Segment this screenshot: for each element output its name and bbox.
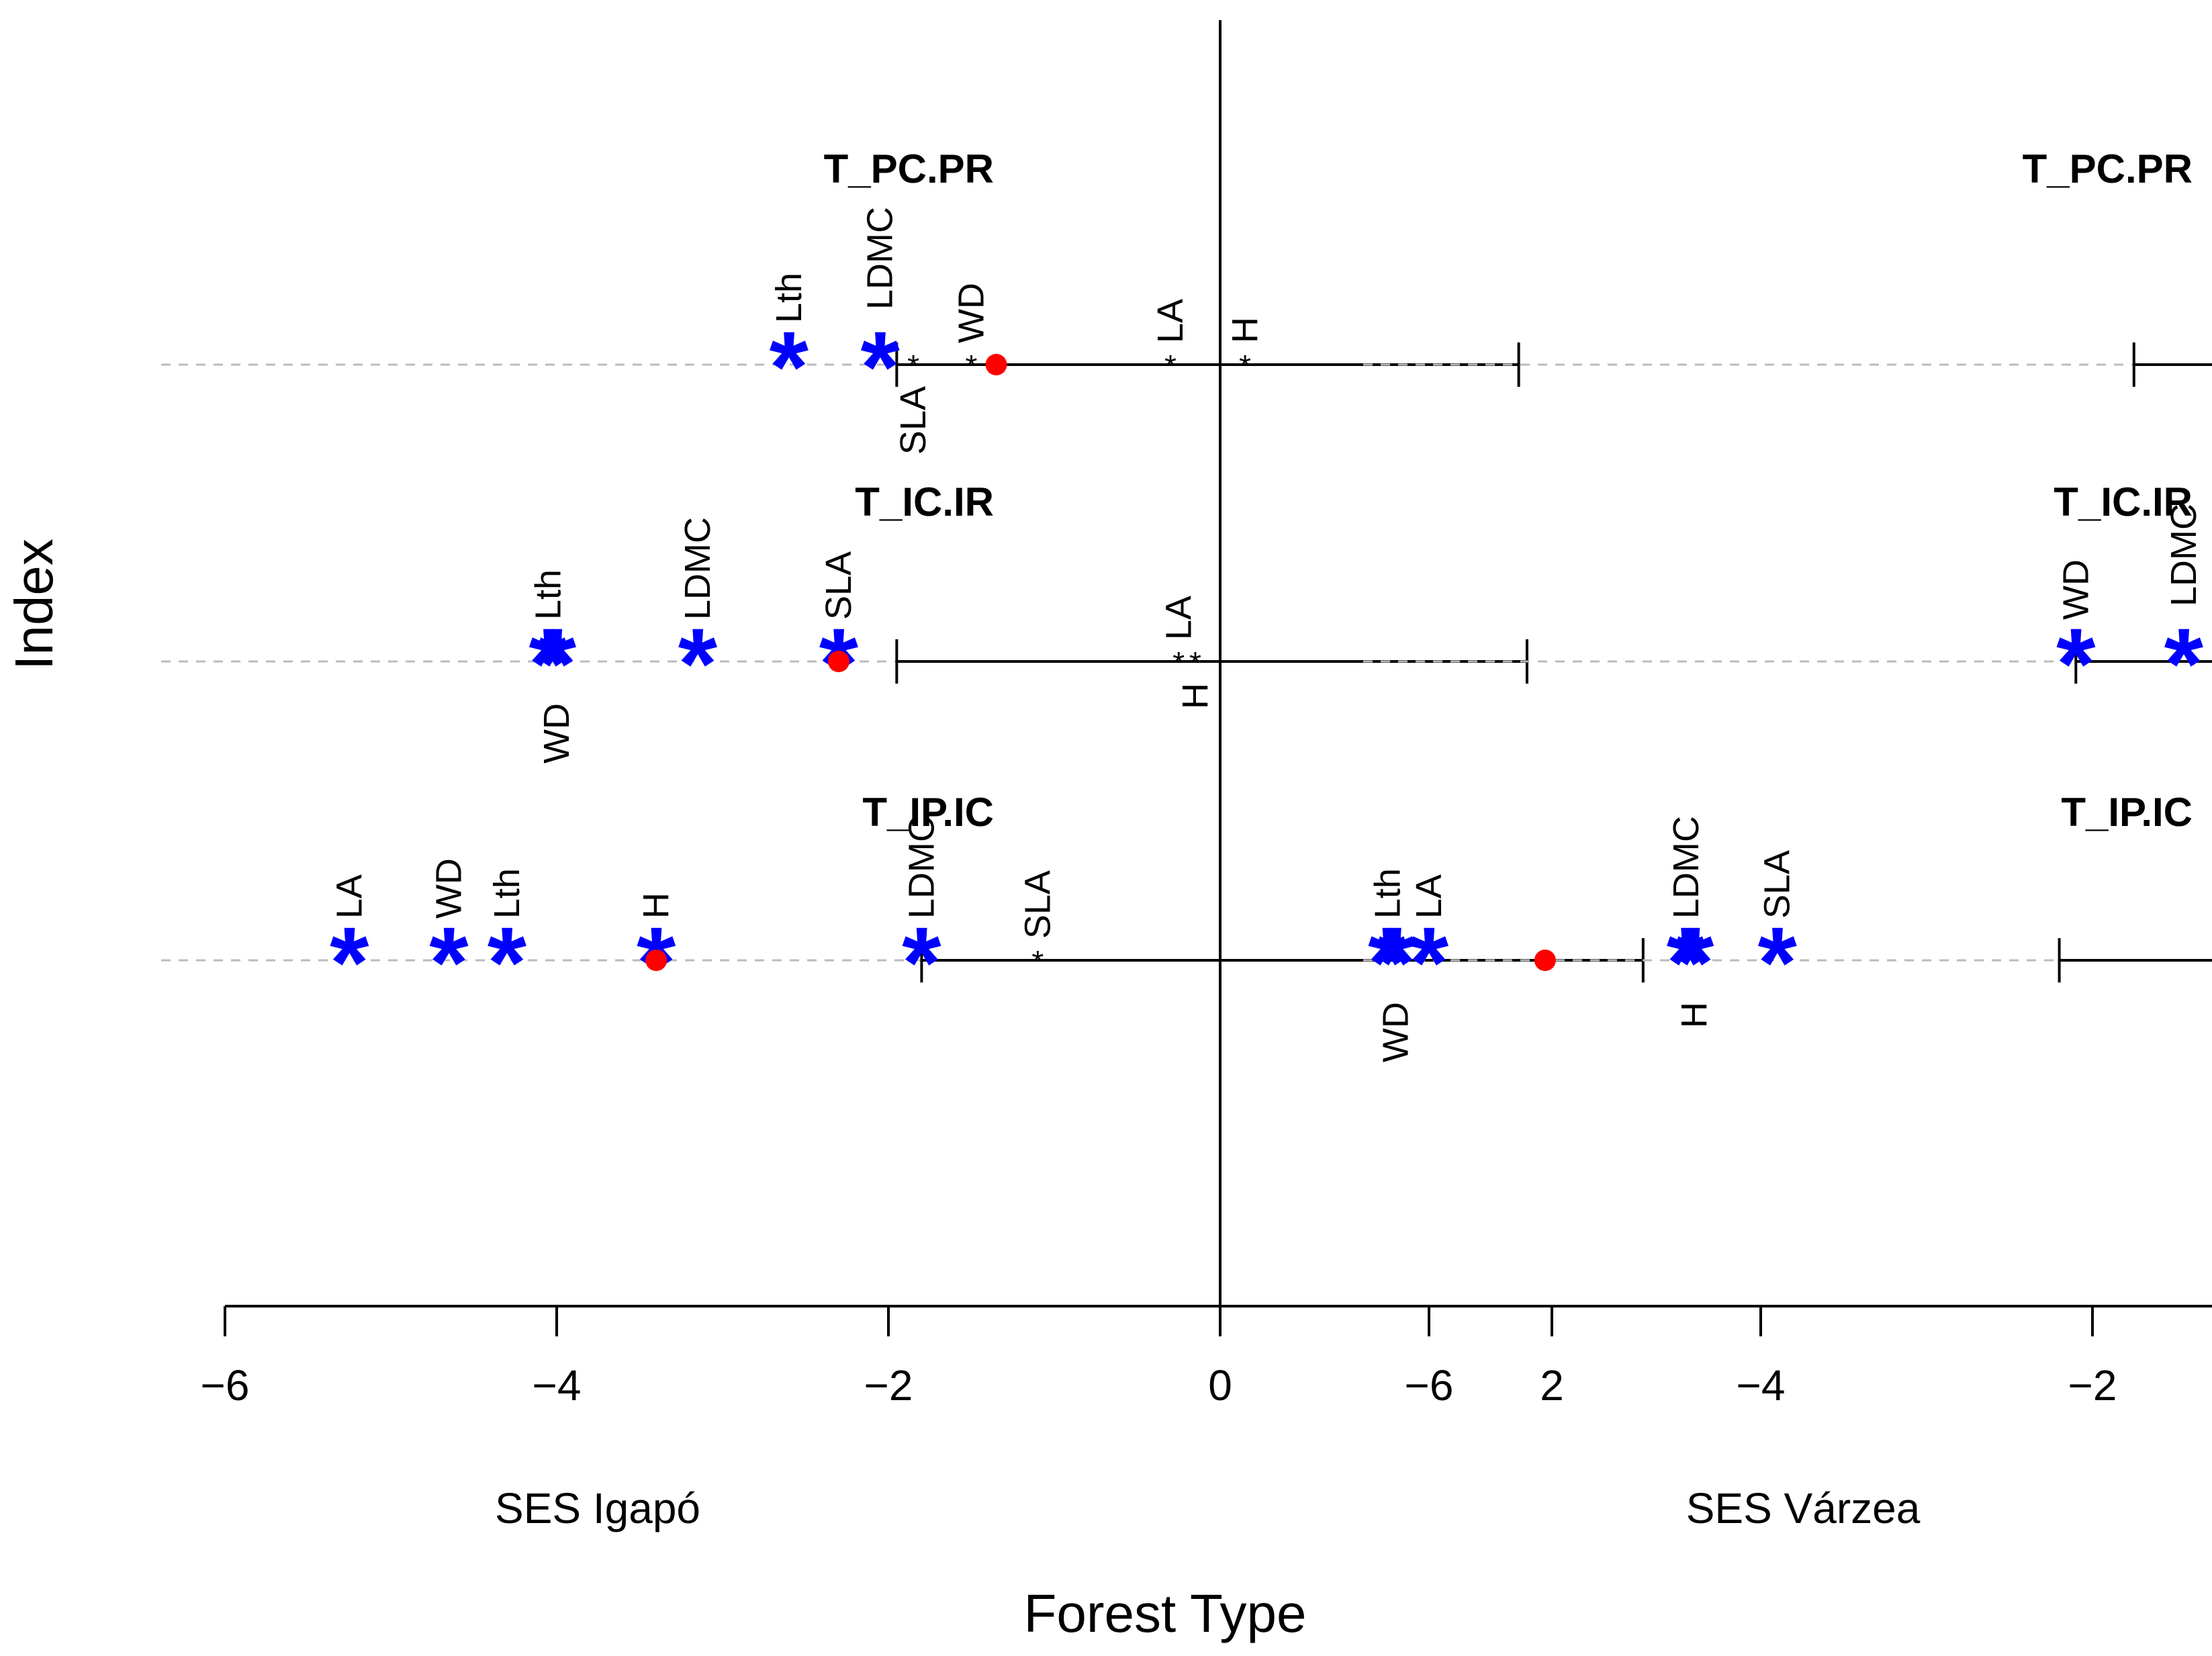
trait-label: Lth bbox=[487, 868, 527, 919]
x-tick-label: −6 bbox=[201, 1361, 250, 1410]
trait-marker: * bbox=[966, 349, 978, 383]
x-tick-label: −2 bbox=[2068, 1361, 2117, 1410]
trait-label: Lth bbox=[528, 569, 569, 620]
trait-label: WD bbox=[537, 703, 577, 764]
trait-marker: * bbox=[1164, 349, 1177, 383]
index-label: T_PC.PR bbox=[824, 146, 994, 191]
index-label: T_IC.IR bbox=[2054, 479, 2193, 524]
trait-label: WD bbox=[428, 858, 469, 919]
trait-label: WD bbox=[952, 283, 992, 343]
trait-label: LDMC bbox=[901, 816, 941, 919]
observed-point bbox=[827, 651, 849, 672]
trait-marker-significant: * bbox=[330, 906, 369, 1019]
index-label: T_IP.IC bbox=[862, 790, 994, 835]
trait-label: WD bbox=[1376, 1002, 1416, 1062]
trait-label: SLA bbox=[1017, 870, 1058, 939]
trait-marker-significant: * bbox=[1376, 906, 1416, 1019]
trait-label: LDMC bbox=[1666, 816, 1706, 919]
x-tick-label: −4 bbox=[1737, 1361, 1786, 1410]
observed-point bbox=[985, 354, 1007, 375]
trait-label: LA bbox=[1150, 299, 1191, 343]
trait-label: LDMC bbox=[678, 517, 718, 620]
trait-marker-significant: * bbox=[537, 607, 577, 720]
trait-marker-significant: * bbox=[1758, 906, 1798, 1019]
trait-marker: * bbox=[907, 349, 919, 383]
trait-marker: * bbox=[1172, 645, 1185, 680]
observed-point bbox=[645, 950, 667, 971]
trait-label: H bbox=[1674, 1002, 1714, 1028]
trait-label: SLA bbox=[819, 551, 859, 620]
trait-marker-significant: * bbox=[2056, 607, 2096, 720]
trait-label: Lth bbox=[1367, 868, 1408, 919]
trait-label: Lth bbox=[769, 273, 809, 323]
trait-label: LA bbox=[1409, 874, 1449, 919]
trait-marker: * bbox=[1189, 645, 1201, 680]
trait-marker-significant: * bbox=[1410, 906, 1449, 1019]
trait-marker-significant: * bbox=[1675, 906, 1714, 1019]
trait-label: SLA bbox=[1757, 850, 1798, 919]
trait-label: SLA bbox=[893, 386, 933, 455]
trait-marker-significant: * bbox=[902, 906, 941, 1019]
panel-x-label: SES Várzea bbox=[1686, 1484, 1921, 1532]
trait-marker-significant: * bbox=[678, 607, 718, 720]
index-label: T_PC.PR bbox=[2023, 146, 2193, 191]
trait-marker-significant: * bbox=[429, 906, 469, 1019]
trait-label: WD bbox=[2056, 559, 2096, 620]
trait-label: LA bbox=[329, 874, 369, 919]
trait-marker-significant: * bbox=[488, 906, 527, 1019]
trait-marker: * bbox=[1031, 944, 1044, 979]
trait-marker-significant: * bbox=[528, 607, 568, 720]
x-tick-label: −4 bbox=[533, 1361, 582, 1410]
x-tick-label: −2 bbox=[864, 1361, 913, 1410]
trait-label: LDMC bbox=[2164, 504, 2204, 606]
trait-label: H bbox=[636, 892, 676, 919]
trait-label: LDMC bbox=[860, 207, 901, 310]
trait-label: H bbox=[1225, 317, 1265, 343]
x-tick-label: −6 bbox=[1405, 1361, 1454, 1410]
trait-marker-significant: * bbox=[2164, 607, 2204, 720]
x-tick-label: 0 bbox=[1208, 1361, 1232, 1410]
x-tick-label: 2 bbox=[1540, 1361, 1564, 1410]
panel-x-label: SES Igapó bbox=[495, 1484, 700, 1532]
trait-marker: * bbox=[1239, 349, 1251, 383]
index-label: T_IC.IR bbox=[855, 479, 994, 524]
trait-label: H bbox=[1175, 683, 1215, 709]
trait-label: LA bbox=[1158, 596, 1199, 640]
trait-marker-significant: * bbox=[1368, 906, 1408, 1019]
y-axis-title: Index bbox=[4, 539, 64, 670]
trait-marker-significant: * bbox=[770, 310, 809, 423]
trait-marker-significant: * bbox=[1667, 906, 1706, 1019]
index-label: T_IP.IC bbox=[2061, 790, 2193, 835]
x-axis-title: Forest Type bbox=[1024, 1583, 1307, 1643]
trait-marker-significant: * bbox=[860, 310, 900, 423]
observed-point bbox=[1534, 950, 1556, 971]
